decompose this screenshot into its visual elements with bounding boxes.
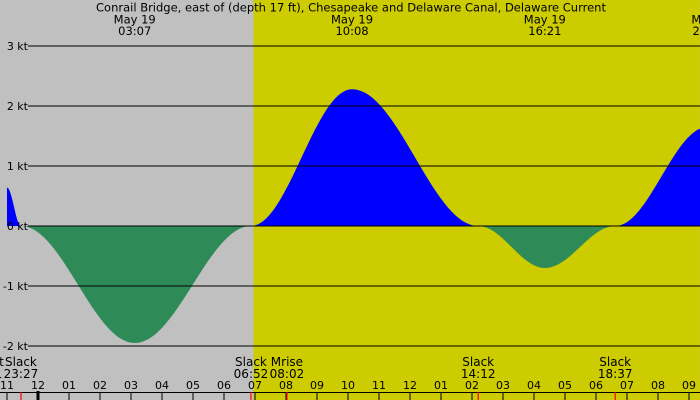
y-tick-label: -1 kt: [3, 280, 29, 293]
event-labels: Slack23:27Slack06:52Mrise08:02Slack14:12…: [0, 355, 633, 381]
flood-area: [615, 128, 700, 226]
extremum-date: May 19: [524, 13, 566, 27]
event-time: 01: [0, 367, 2, 381]
hour-label: 08: [651, 379, 665, 392]
y-tick-label: 0 kt: [7, 220, 29, 233]
current-areas: [7, 89, 700, 343]
event-time: 06:52: [234, 367, 269, 381]
event-time: 08:02: [270, 367, 305, 381]
hour-label: 10: [341, 379, 355, 392]
flood-area: [250, 89, 479, 226]
hour-label: 12: [403, 379, 417, 392]
flood-area: [7, 187, 21, 226]
hour-label: 03: [496, 379, 510, 392]
hour-label: 09: [310, 379, 324, 392]
hour-label: 12: [31, 379, 45, 392]
midnight-marker: [36, 391, 40, 400]
y-axis-labels: 3 kt 2 kt 1 kt 0 kt -1 kt -2 kt: [3, 40, 29, 353]
hour-label: 11: [372, 379, 386, 392]
hour-label: 08: [279, 379, 293, 392]
hour-label: 11: [0, 379, 14, 392]
hour-label: 05: [558, 379, 572, 392]
y-tick-label: 2 kt: [7, 100, 29, 113]
event-time: 14:12: [461, 367, 496, 381]
hour-label: 06: [589, 379, 603, 392]
x-axis: 11 12 01 02 03 04 05 06 07 08 09 10 11 12 01 02 03 04 05 06…: [0, 379, 700, 400]
grid-lines: [28, 45, 700, 347]
event-label: Mrise: [271, 355, 303, 369]
event-time: 23:27: [4, 367, 39, 381]
event-label: Slack: [462, 355, 494, 369]
ebb-area: [20, 226, 251, 343]
hour-label: 02: [93, 379, 107, 392]
hour-label: 05: [186, 379, 200, 392]
hour-label: 06: [217, 379, 231, 392]
y-tick-label: 1 kt: [7, 160, 29, 173]
chart-title: Conrail Bridge, east of (depth 17 ft), C…: [96, 1, 606, 15]
extremum-date: May 19: [331, 13, 373, 27]
event-label: Slack: [235, 355, 267, 369]
extremum-date: Ma: [691, 13, 700, 27]
event-time: 18:37: [598, 367, 633, 381]
extremum-date: May 19: [114, 13, 156, 27]
extremum-time: 10:08: [335, 24, 368, 38]
hour-label: 01: [434, 379, 448, 392]
y-tick-label: 3 kt: [7, 40, 29, 53]
event-label: Slack: [5, 355, 37, 369]
hour-label: 07: [620, 379, 634, 392]
extremum-time: 21: [693, 24, 700, 38]
hour-label: 07: [248, 379, 262, 392]
hour-label: 04: [527, 379, 541, 392]
hour-label: 04: [155, 379, 169, 392]
hour-label: 01: [62, 379, 76, 392]
y-tick-label: -2 kt: [3, 340, 29, 353]
hour-label: 09: [682, 379, 696, 392]
ebb-area: [478, 226, 616, 268]
hour-label: 03: [124, 379, 138, 392]
extremum-time: 03:07: [118, 24, 151, 38]
event-label: set: [0, 355, 4, 369]
extremum-time: 16:21: [528, 24, 561, 38]
hour-label: 02: [465, 379, 479, 392]
event-label: Slack: [599, 355, 631, 369]
